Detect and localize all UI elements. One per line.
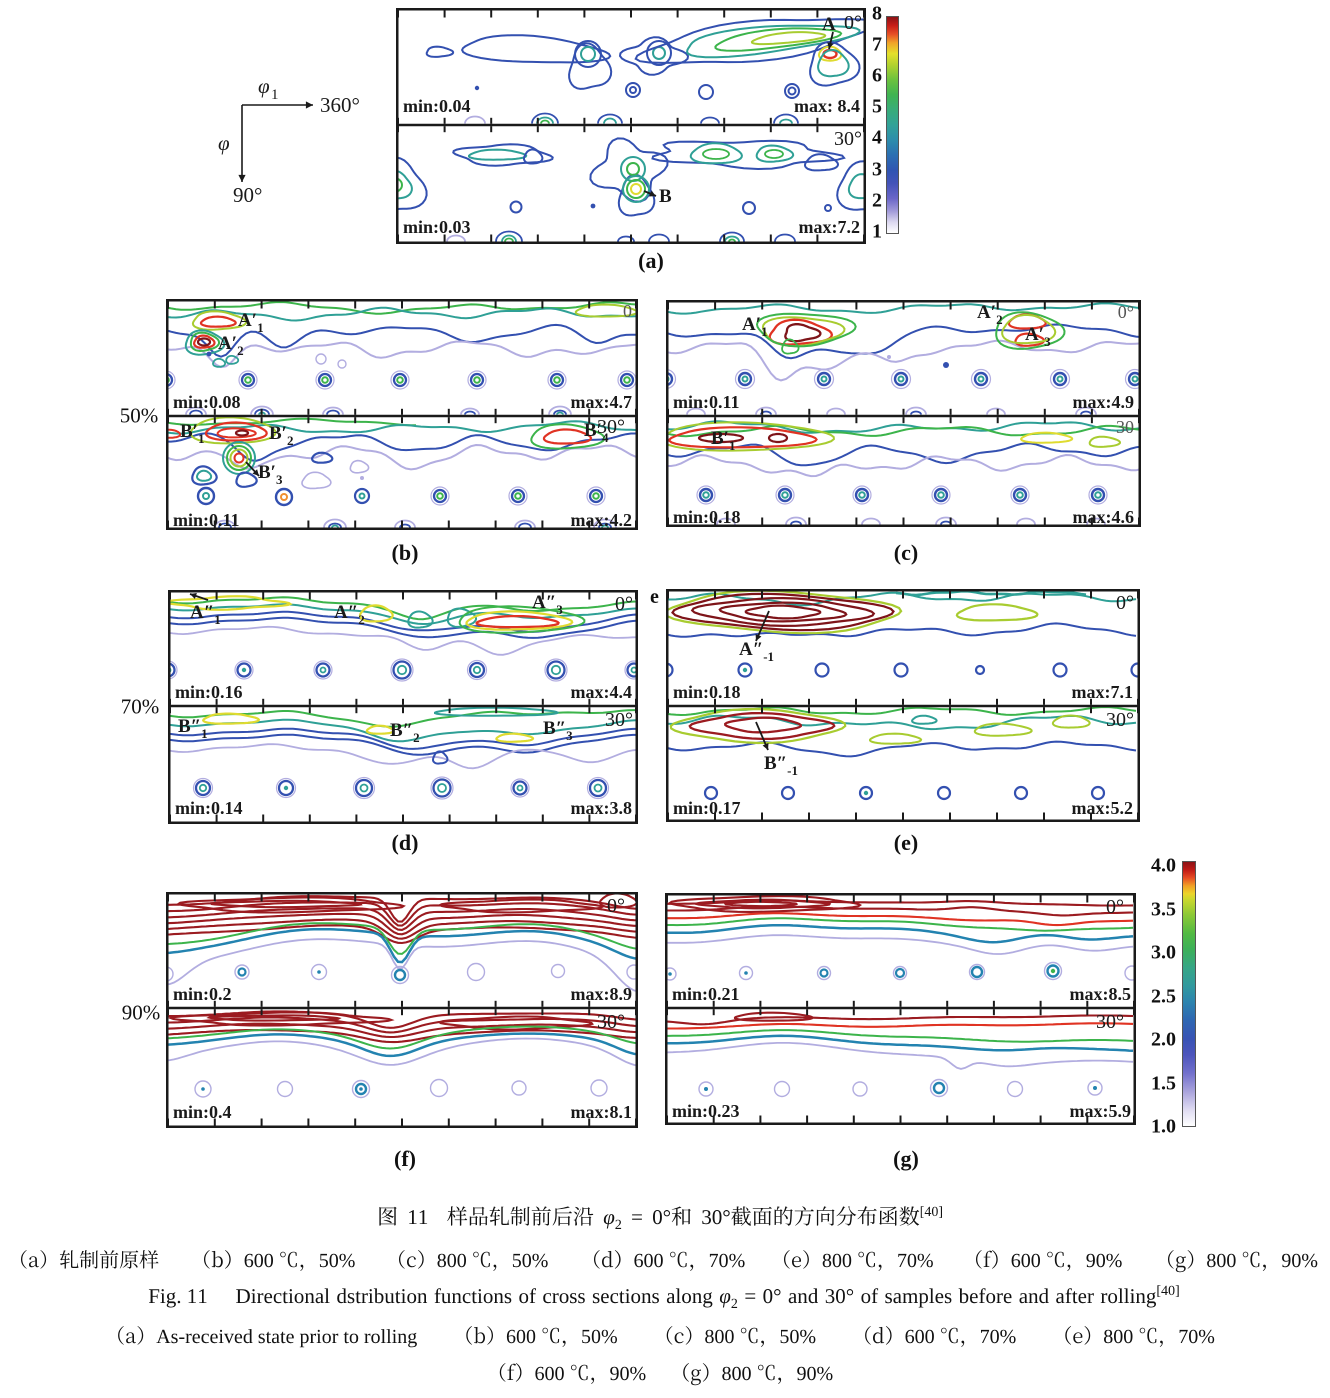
- svg-text:max:8.1: max:8.1: [571, 1102, 633, 1122]
- svg-text:φ: φ: [258, 74, 270, 98]
- svg-text:min:0.18: min:0.18: [673, 507, 741, 527]
- svg-text:A′2: A′2: [977, 302, 1003, 327]
- svg-text:max:3.8: max:3.8: [571, 798, 633, 818]
- svg-text:30°: 30°: [834, 128, 862, 150]
- svg-text:min:0.08: min:0.08: [173, 392, 241, 412]
- svg-text:B′3: B′3: [258, 462, 283, 487]
- svg-text:B″-1: B″-1: [764, 753, 798, 778]
- svg-text:0°: 0°: [615, 593, 633, 615]
- svg-text:30°: 30°: [1096, 1011, 1124, 1033]
- svg-text:max: 8.4: max: 8.4: [794, 96, 860, 116]
- svg-text:max:4.6: max:4.6: [1073, 507, 1135, 527]
- svg-text:30°: 30°: [597, 1011, 625, 1033]
- svg-text:min:0.2: min:0.2: [173, 984, 232, 1004]
- svg-text:φ: φ: [218, 131, 230, 155]
- svg-text:30°: 30°: [597, 416, 625, 438]
- svg-text:max:7.2: max:7.2: [799, 217, 861, 237]
- svg-text:B: B: [659, 186, 672, 207]
- svg-text:360°: 360°: [320, 93, 360, 117]
- svg-text:A′2: A′2: [218, 333, 244, 358]
- svg-text:min:0.11: min:0.11: [673, 392, 740, 412]
- svg-text:max:7.1: max:7.1: [1072, 682, 1134, 702]
- svg-text:max:4.4: max:4.4: [571, 682, 633, 702]
- svg-text:B″2: B″2: [390, 720, 420, 745]
- svg-text:0°: 0°: [1106, 896, 1124, 918]
- svg-text:max:4.2: max:4.2: [571, 510, 633, 530]
- svg-text:min:0.4: min:0.4: [173, 1102, 232, 1122]
- svg-text:0°: 0°: [1118, 302, 1134, 322]
- svg-text:30: 30: [1116, 417, 1134, 437]
- svg-text:1: 1: [271, 87, 279, 103]
- svg-text:min:0.23: min:0.23: [672, 1101, 740, 1121]
- svg-text:A: A: [822, 14, 836, 35]
- svg-text:max:8.9: max:8.9: [571, 984, 633, 1004]
- svg-text:B′2: B′2: [269, 423, 294, 448]
- svg-text:0°: 0°: [844, 12, 862, 34]
- svg-text:max:8.5: max:8.5: [1070, 984, 1132, 1004]
- svg-text:min:0.14: min:0.14: [175, 798, 243, 818]
- svg-text:A″-1: A″-1: [739, 639, 774, 664]
- svg-text:0°: 0°: [607, 895, 625, 917]
- svg-text:max:5.9: max:5.9: [1070, 1101, 1132, 1121]
- svg-text:min:0.11: min:0.11: [173, 510, 240, 530]
- svg-text:min:0.04: min:0.04: [403, 96, 471, 116]
- svg-text:min:0.18: min:0.18: [673, 682, 741, 702]
- svg-text:90°: 90°: [233, 183, 262, 207]
- svg-text:0°: 0°: [1116, 592, 1134, 614]
- svg-text:max:5.2: max:5.2: [1072, 798, 1134, 818]
- svg-text:30°: 30°: [605, 709, 633, 731]
- svg-text:min:0.03: min:0.03: [403, 217, 471, 237]
- svg-text:min:0.16: min:0.16: [175, 682, 243, 702]
- svg-text:min:0.17: min:0.17: [673, 798, 741, 818]
- svg-text:min:0.21: min:0.21: [672, 984, 740, 1004]
- svg-text:30°: 30°: [1106, 709, 1134, 731]
- svg-text:max:4.9: max:4.9: [1073, 392, 1135, 412]
- svg-text:0: 0: [623, 301, 632, 321]
- svg-text:max:4.7: max:4.7: [571, 392, 633, 412]
